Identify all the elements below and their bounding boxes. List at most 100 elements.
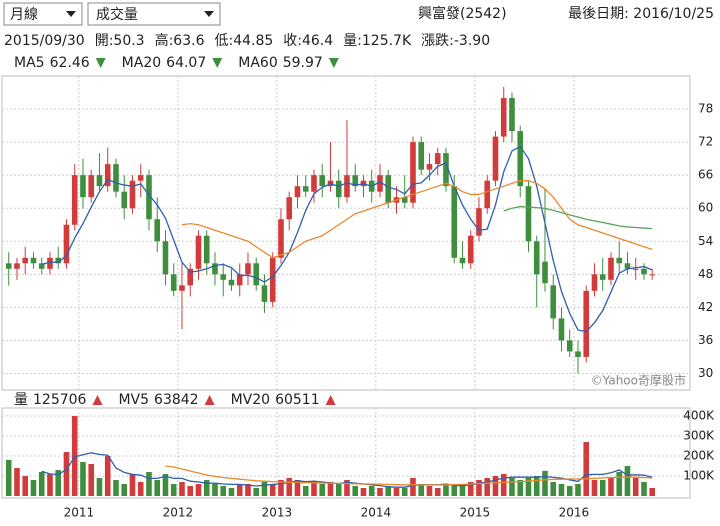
candle-body: [5, 263, 12, 269]
candle-body: [63, 224, 70, 264]
indicator-select-text: 成交量: [96, 6, 138, 23]
candle-body: [30, 257, 37, 264]
candle-body: [170, 274, 177, 291]
volume-bar: [344, 480, 350, 496]
info-item: 2015/09/30: [4, 33, 85, 49]
candle-body: [236, 274, 243, 286]
volume-bar: [385, 486, 392, 496]
ma-line: [181, 180, 653, 259]
volume-bar: [14, 468, 20, 496]
volume-bar: [179, 482, 185, 496]
legend-name: MV20: [231, 392, 270, 408]
volume-bar: [649, 488, 656, 496]
candle-body: [55, 257, 62, 264]
x-tick-label: 2013: [262, 506, 293, 520]
volume-bar: [269, 484, 276, 496]
ma-line: [503, 205, 653, 230]
volume-bar: [368, 486, 375, 496]
y-tick-label: 78: [698, 102, 713, 116]
candle-body: [212, 263, 218, 275]
candle-body: [162, 241, 169, 275]
volume-bar: [566, 486, 573, 496]
volume-bar: [228, 488, 235, 496]
volume-bar: [5, 460, 12, 496]
candle-body: [311, 175, 317, 192]
candle-body: [509, 98, 515, 132]
volume-bar: [509, 478, 515, 496]
x-tick-label: 2016: [559, 506, 590, 520]
candle-body: [624, 263, 631, 269]
volume-bar: [599, 480, 606, 496]
ma-line: [41, 145, 653, 333]
candle-body: [96, 175, 103, 187]
volume-bar: [253, 488, 260, 496]
y-tick-label: 60: [698, 201, 713, 215]
legend-name: MA60: [238, 55, 277, 71]
volume-bar: [360, 488, 367, 496]
volume-bar: [335, 484, 342, 496]
y-tick-label: 36: [698, 333, 713, 347]
candle-body: [104, 164, 111, 187]
candle-body: [542, 261, 548, 284]
volume-bar: [624, 466, 631, 496]
candle-body: [566, 340, 573, 352]
volume-bar: [426, 486, 433, 496]
volume-bar: [88, 464, 95, 496]
period-select[interactable]: [3, 2, 83, 26]
candle-body: [129, 180, 136, 209]
y-tick-label: 300K: [683, 429, 715, 443]
volume-bar: [212, 484, 218, 496]
legend-name: MA5: [14, 55, 45, 71]
candle-body: [269, 257, 276, 302]
candle-body: [245, 263, 251, 275]
volume-bar: [542, 470, 548, 496]
info-item: 高:63.6: [155, 32, 205, 49]
volume-bar: [294, 480, 301, 496]
volume-bar: [121, 484, 128, 496]
volume-bar: [311, 482, 317, 496]
x-tick-label: 2014: [361, 506, 392, 520]
volume-bar: [47, 474, 53, 496]
candle-body: [599, 274, 606, 280]
candle-body: [261, 285, 268, 302]
candle-body: [113, 164, 119, 192]
volume-bar: [401, 488, 408, 496]
indicator-select[interactable]: [87, 2, 221, 26]
candle-body: [203, 235, 210, 264]
stock-name: 興富發(2542): [418, 5, 507, 22]
volume-bar: [525, 478, 532, 496]
candle-body: [575, 351, 581, 357]
candle-body: [220, 274, 227, 280]
candle-body: [401, 197, 408, 203]
y-tick-label: 200K: [683, 449, 715, 463]
y-tick-label: 42: [698, 300, 713, 314]
y-tick-label: 100K: [683, 469, 715, 483]
volume-bar: [558, 484, 565, 496]
volume-bar: [467, 482, 474, 496]
info-item: 量:125.7K: [343, 33, 412, 49]
volume-bar: [154, 480, 161, 496]
candle-body: [121, 191, 128, 209]
volume-bar: [137, 482, 144, 496]
candle-body: [434, 153, 441, 165]
volume-bar: [38, 472, 45, 496]
candle-body: [146, 175, 152, 220]
candle-body: [500, 98, 507, 137]
legend-value: 59.97: [283, 55, 323, 71]
volume-bar: [63, 452, 70, 496]
volume-bar: [591, 480, 598, 496]
candle-body: [410, 142, 416, 203]
candle-body: [467, 235, 474, 264]
volume-bar: [476, 480, 482, 496]
volume-bar: [533, 476, 540, 496]
dropdown-arrow: [204, 11, 214, 17]
candle-body: [286, 197, 293, 220]
volume-bar: [517, 480, 524, 496]
volume-bar: [104, 456, 111, 496]
candle-body: [294, 186, 301, 198]
candle-body: [451, 186, 458, 258]
volume-bar: [195, 484, 202, 496]
volume-bar: [459, 484, 466, 496]
legend-arrow: [92, 395, 103, 405]
candle-body: [426, 164, 433, 170]
